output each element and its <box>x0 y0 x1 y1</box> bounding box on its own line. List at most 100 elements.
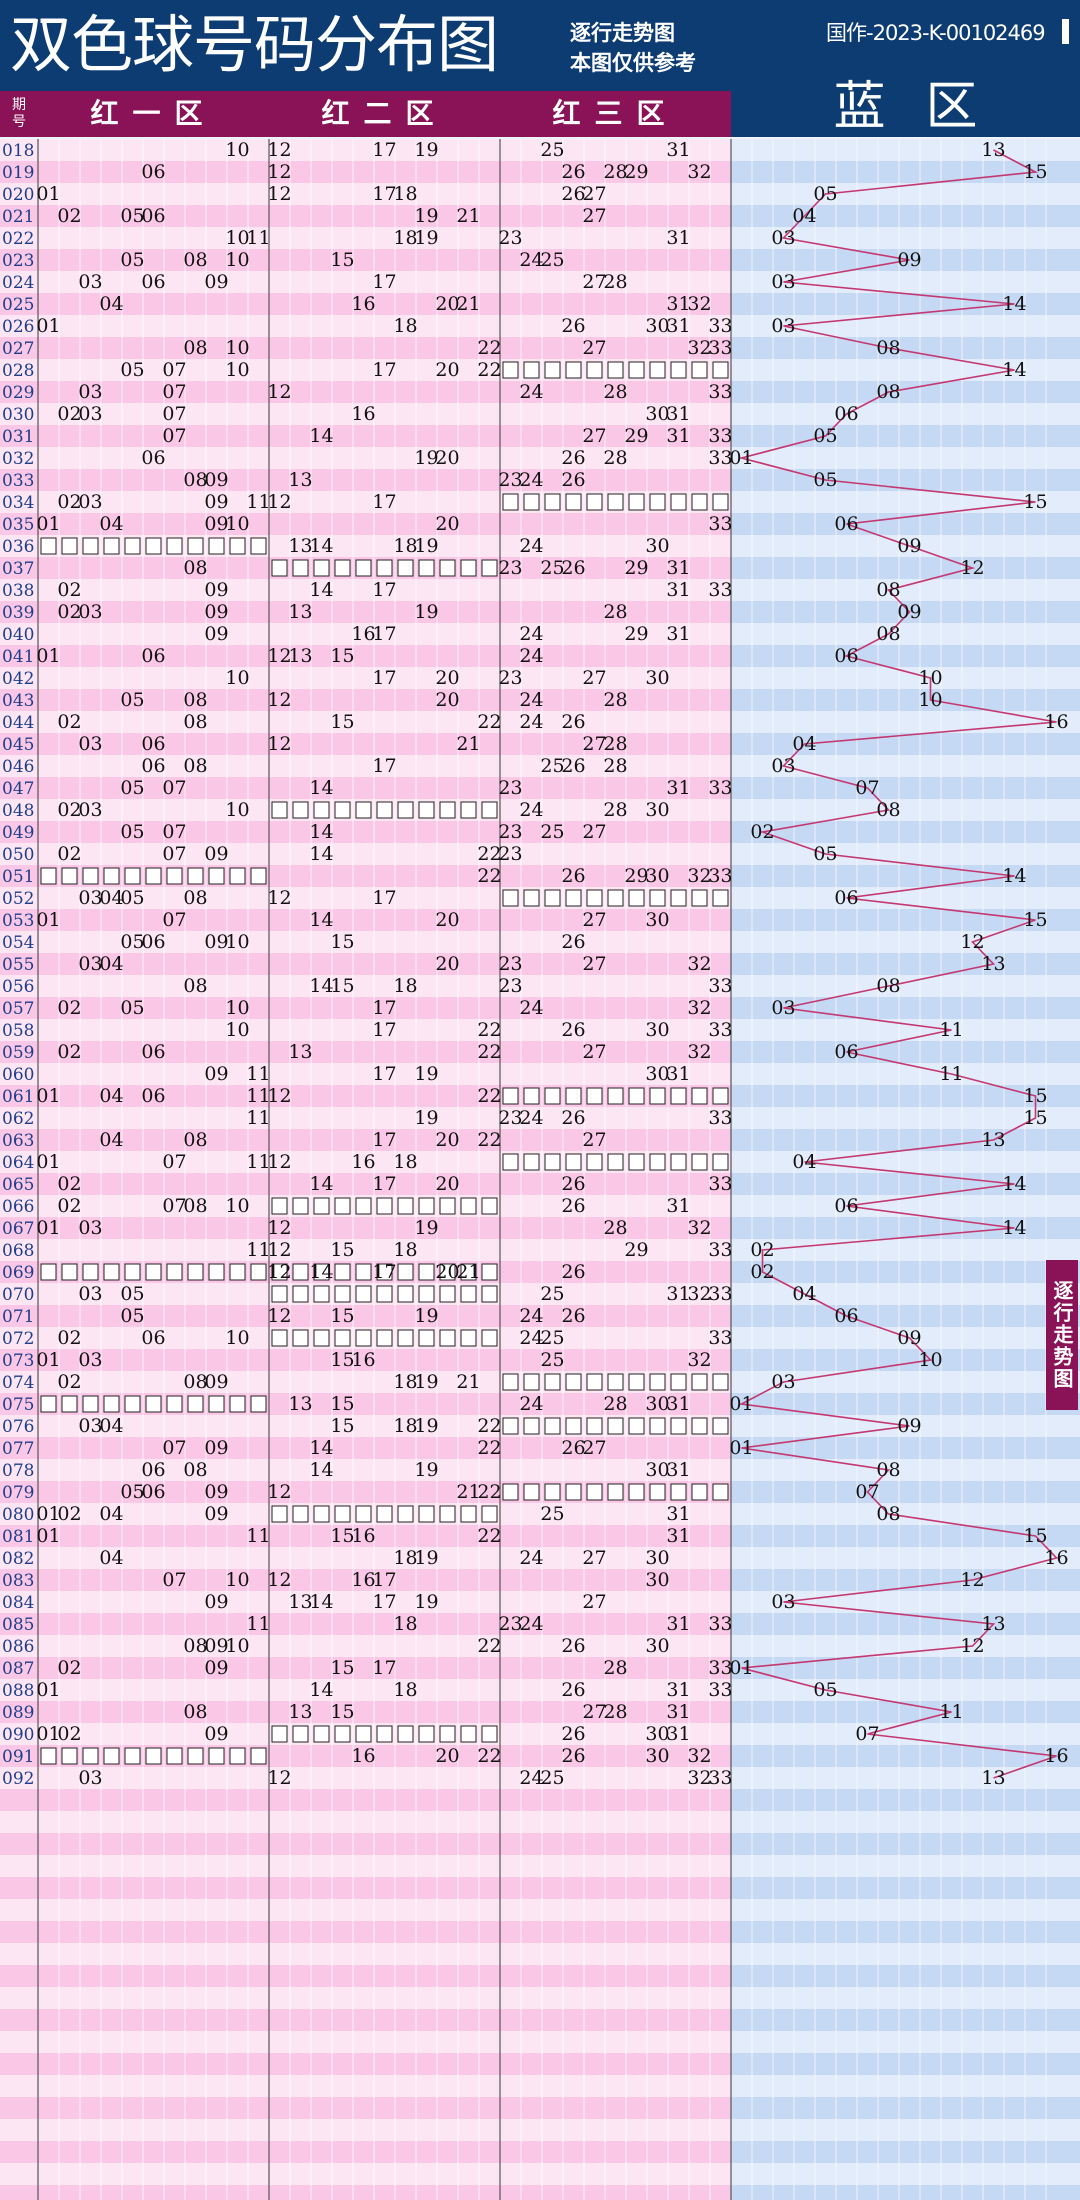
red-row-bg <box>0 447 731 469</box>
red-number: 04 <box>99 1415 123 1437</box>
blue-row-bg <box>731 887 1080 909</box>
period-label: 034 <box>2 493 34 513</box>
period-label: 077 <box>2 1439 34 1459</box>
empty-zone-box <box>313 1505 330 1523</box>
empty-zone-box <box>460 559 477 577</box>
red-number: 05 <box>120 359 144 381</box>
trend-side-tab[interactable]: 逐行走势图 <box>1046 1260 1078 1410</box>
red-number: 20 <box>435 689 459 711</box>
empty-zone-box <box>649 1417 666 1435</box>
period-label: 057 <box>2 999 34 1019</box>
red-number: 31 <box>666 623 690 645</box>
red-number: 18 <box>393 1151 417 1173</box>
blue-number: 12 <box>960 557 984 579</box>
blue-row-bg <box>731 843 1080 865</box>
blue-row-bg <box>731 1899 1080 1921</box>
blue-row-bg <box>731 1547 1080 1569</box>
red-number: 09 <box>204 1437 228 1459</box>
red-row-bg <box>0 623 731 645</box>
empty-zone-box <box>481 1197 498 1215</box>
red-number: 29 <box>624 1239 648 1261</box>
red-number: 08 <box>183 337 207 359</box>
blue-row-bg <box>731 931 1080 953</box>
red-number: 29 <box>624 865 648 887</box>
red-number: 23 <box>498 821 522 843</box>
blue-row-bg <box>731 1063 1080 1085</box>
blue-row-bg <box>731 535 1080 557</box>
red-number: 28 <box>603 381 627 403</box>
blue-row-bg <box>731 645 1080 667</box>
red-number: 06 <box>141 271 165 293</box>
empty-zone-box <box>376 1329 393 1347</box>
blue-row-bg <box>731 469 1080 491</box>
empty-zone-box <box>460 1505 477 1523</box>
red-number: 01 <box>36 1723 60 1745</box>
red-row-bg <box>0 1811 731 1833</box>
period-label: 067 <box>2 1219 34 1239</box>
red-number: 16 <box>351 403 375 425</box>
red-number: 21 <box>456 1261 480 1283</box>
empty-zone-box <box>691 1373 708 1391</box>
empty-zone-box <box>628 1087 645 1105</box>
empty-zone-box <box>313 1285 330 1303</box>
red-number: 18 <box>393 975 417 997</box>
blue-row-bg <box>731 2009 1080 2031</box>
red-number: 07 <box>162 821 186 843</box>
red-number: 17 <box>372 755 396 777</box>
blue-number: 13 <box>981 139 1005 161</box>
page-title: 双色球号码分布图 <box>10 8 499 81</box>
red-number: 30 <box>645 1547 669 1569</box>
red-number: 30 <box>645 403 669 425</box>
blue-number: 02 <box>750 1239 774 1261</box>
red-row-bg <box>0 1547 731 1569</box>
red-number: 08 <box>183 1195 207 1217</box>
empty-zone-box <box>40 867 57 885</box>
empty-zone-box <box>649 361 666 379</box>
red-number: 12 <box>267 491 291 513</box>
empty-zone-box <box>397 1725 414 1743</box>
red-row-bg <box>0 315 731 337</box>
period-label: 082 <box>2 1549 34 1569</box>
red-number: 19 <box>414 1371 438 1393</box>
empty-zone-box <box>292 1329 309 1347</box>
red-number: 31 <box>666 1195 690 1217</box>
red-number: 17 <box>372 887 396 909</box>
red-number: 03 <box>78 799 102 821</box>
red-number: 02 <box>57 1173 81 1195</box>
empty-zone-box <box>670 1373 687 1391</box>
period-label: 063 <box>2 1131 34 1151</box>
red-number: 12 <box>267 645 291 667</box>
blue-number: 08 <box>876 579 900 601</box>
empty-zone-box <box>103 1747 120 1765</box>
red-row-bg <box>0 271 731 293</box>
empty-zone-box <box>145 537 162 555</box>
red-number: 31 <box>666 425 690 447</box>
blue-row-bg <box>731 205 1080 227</box>
red-row-bg <box>0 1657 731 1679</box>
red-number: 12 <box>267 887 291 909</box>
red-number: 32 <box>687 1283 711 1305</box>
red-number: 14 <box>309 909 333 931</box>
red-number: 08 <box>183 1459 207 1481</box>
red-number: 27 <box>582 1591 606 1613</box>
empty-zone-box <box>628 361 645 379</box>
zone-header-blue: 蓝区 <box>833 77 1018 137</box>
empty-zone-box <box>355 801 372 819</box>
red-number: 28 <box>603 689 627 711</box>
red-number: 11 <box>246 227 270 249</box>
empty-zone-box <box>82 867 99 885</box>
blue-number: 16 <box>1044 1745 1068 1767</box>
red-row-bg <box>0 535 731 557</box>
red-number: 19 <box>414 601 438 623</box>
empty-zone-box <box>376 559 393 577</box>
empty-zone-box <box>565 493 582 511</box>
blue-number: 11 <box>939 1063 963 1085</box>
empty-zone-box <box>229 537 246 555</box>
blue-number: 06 <box>834 645 858 667</box>
red-number: 08 <box>183 469 207 491</box>
empty-zone-box <box>628 1417 645 1435</box>
empty-zone-box <box>124 1263 141 1281</box>
red-number: 27 <box>582 1041 606 1063</box>
empty-zone-box <box>670 1483 687 1501</box>
empty-zone-box <box>565 361 582 379</box>
